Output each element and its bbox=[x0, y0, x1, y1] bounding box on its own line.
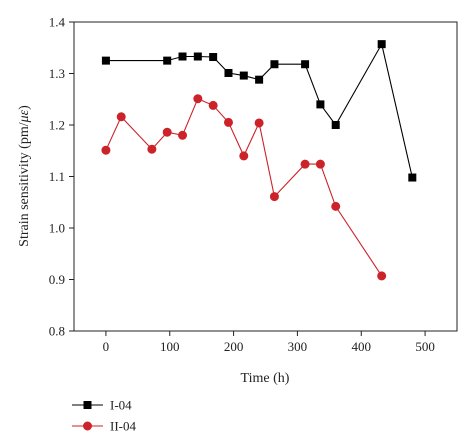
x-tick-label: 100 bbox=[160, 339, 180, 354]
data-point bbox=[147, 144, 157, 154]
data-point bbox=[101, 145, 111, 155]
data-point bbox=[208, 100, 218, 110]
y-tick-label: 1.1 bbox=[49, 169, 65, 184]
legend-label: II-04 bbox=[110, 419, 136, 434]
data-point bbox=[408, 173, 417, 182]
data-point bbox=[331, 201, 341, 211]
x-tick-label: 300 bbox=[288, 339, 308, 354]
data-point bbox=[377, 271, 387, 281]
y-tick-label: 1.3 bbox=[49, 66, 65, 81]
y-axis-title-prefix: Strain sensitivity (pm/ bbox=[17, 122, 32, 247]
y-axis-title-unit: με bbox=[17, 109, 32, 123]
x-axis-title: Time (h) bbox=[241, 371, 290, 386]
data-point bbox=[254, 118, 264, 128]
legend-marker bbox=[83, 401, 92, 409]
data-point bbox=[315, 159, 325, 169]
x-tick-label: 200 bbox=[224, 339, 244, 354]
data-point bbox=[331, 121, 340, 129]
data-point bbox=[316, 100, 325, 109]
data-point bbox=[209, 53, 218, 62]
series-I-04 bbox=[101, 40, 417, 182]
data-point bbox=[193, 52, 202, 61]
series-line bbox=[105, 97, 383, 277]
data-point bbox=[163, 56, 172, 65]
y-tick-label: 1.0 bbox=[49, 221, 65, 236]
y-tick-label: 1.4 bbox=[49, 15, 66, 30]
data-point bbox=[239, 71, 248, 80]
data-point bbox=[116, 112, 126, 122]
y-axis-title: Strain sensitivity (pm/με) bbox=[17, 105, 32, 247]
y-tick-label: 1.2 bbox=[49, 118, 65, 133]
legend: I-04 II-04 bbox=[72, 398, 136, 434]
data-point bbox=[255, 75, 264, 84]
data-point bbox=[162, 127, 172, 137]
data-point bbox=[377, 40, 386, 49]
data-point bbox=[270, 60, 279, 69]
data-point bbox=[101, 56, 110, 65]
x-tick-label: 500 bbox=[415, 339, 435, 354]
data-point bbox=[178, 130, 188, 140]
x-tick-label: 0 bbox=[103, 339, 110, 354]
data-point bbox=[178, 52, 187, 61]
y-axis-title-suffix: ) bbox=[17, 105, 32, 110]
plot-axes: 0 100 200 300 400 500 0.8 0.9 1.0 1.1 1.2 1.3 1.4 bbox=[49, 15, 458, 354]
series-II-04 bbox=[101, 94, 387, 281]
plot-frame bbox=[73, 21, 458, 332]
data-point bbox=[269, 192, 279, 202]
legend-item: I-04 bbox=[72, 398, 132, 413]
data-point bbox=[193, 94, 203, 104]
series-layer bbox=[101, 40, 417, 281]
y-tick-label: 0.8 bbox=[49, 324, 65, 339]
legend-marker bbox=[83, 421, 92, 431]
data-point bbox=[223, 117, 233, 127]
data-point bbox=[300, 159, 310, 169]
data-point bbox=[224, 68, 233, 77]
y-tick-label: 0.9 bbox=[49, 272, 65, 287]
data-point bbox=[239, 151, 249, 161]
data-point bbox=[301, 60, 310, 69]
series-line bbox=[105, 42, 413, 178]
legend-item: II-04 bbox=[72, 419, 136, 434]
legend-label: I-04 bbox=[110, 398, 132, 413]
x-tick-label: 400 bbox=[352, 339, 372, 354]
